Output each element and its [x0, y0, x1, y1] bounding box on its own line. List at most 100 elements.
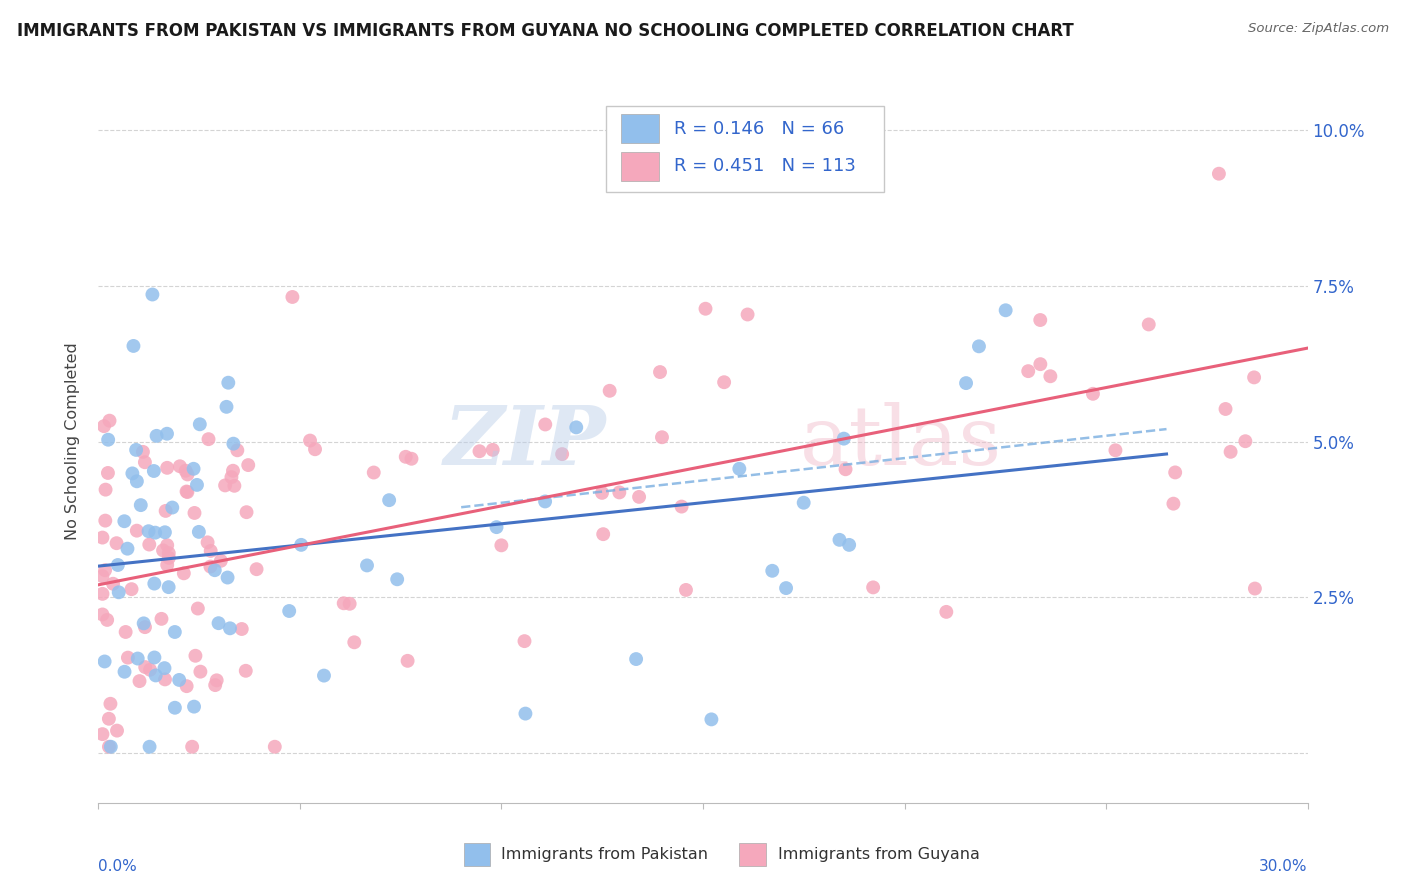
Point: [468, 444, 491, 458]
Point: [152, 543, 174, 558]
Point: [235, 664, 257, 678]
Text: 0.0%: 0.0%: [98, 859, 138, 874]
Point: [197, 535, 219, 549]
Text: R = 0.451   N = 113: R = 0.451 N = 113: [673, 157, 856, 175]
Point: [139, 663, 162, 677]
Point: [1017, 364, 1039, 378]
Point: [226, 443, 249, 458]
Point: [1208, 167, 1230, 181]
Point: [183, 506, 205, 520]
Point: [143, 650, 166, 665]
Point: [737, 308, 759, 322]
Point: [1039, 369, 1062, 384]
Point: [157, 546, 180, 560]
Point: [332, 596, 354, 610]
Point: [153, 525, 176, 540]
Point: [91, 727, 114, 741]
Point: [176, 679, 198, 693]
Point: [156, 558, 179, 572]
Point: [138, 537, 160, 551]
Point: [117, 650, 139, 665]
Point: [713, 375, 735, 389]
Point: [181, 739, 204, 754]
Point: [515, 706, 537, 721]
Point: [935, 605, 957, 619]
Point: [145, 429, 167, 443]
Point: [174, 464, 197, 478]
Point: [93, 655, 115, 669]
Point: [217, 376, 239, 390]
Point: [141, 287, 163, 301]
Point: [143, 525, 166, 540]
Point: [728, 462, 751, 476]
Point: [176, 484, 198, 499]
Text: Source: ZipAtlas.com: Source: ZipAtlas.com: [1249, 22, 1389, 36]
Point: [838, 538, 860, 552]
Point: [122, 339, 145, 353]
Point: [245, 562, 267, 576]
Point: [491, 538, 513, 552]
Point: [94, 563, 117, 577]
Point: [834, 462, 856, 476]
Point: [188, 417, 211, 432]
Point: [793, 496, 815, 510]
Point: [200, 559, 222, 574]
Point: [143, 576, 166, 591]
Point: [343, 635, 366, 649]
Point: [1219, 445, 1241, 459]
Point: [967, 339, 990, 353]
Text: 30.0%: 30.0%: [1260, 859, 1308, 874]
Point: [97, 433, 120, 447]
Point: [1243, 370, 1265, 384]
Point: [205, 673, 228, 688]
Point: [675, 582, 697, 597]
Point: [183, 462, 205, 476]
Point: [94, 483, 117, 497]
Point: [156, 426, 179, 441]
Point: [775, 581, 797, 595]
Point: [1137, 318, 1160, 332]
Point: [224, 479, 246, 493]
Point: [565, 420, 588, 434]
Point: [134, 455, 156, 469]
Point: [356, 558, 378, 573]
FancyBboxPatch shape: [621, 152, 659, 181]
Point: [117, 541, 139, 556]
Point: [219, 621, 242, 635]
Point: [107, 585, 129, 599]
Point: [91, 607, 114, 622]
Point: [125, 524, 148, 538]
Point: [214, 478, 236, 492]
Point: [401, 451, 423, 466]
Point: [551, 447, 574, 461]
Point: [207, 616, 229, 631]
Point: [1104, 443, 1126, 458]
Point: [114, 624, 136, 639]
Point: [222, 436, 245, 450]
Point: [862, 581, 884, 595]
Point: [363, 466, 385, 480]
Point: [204, 678, 226, 692]
Point: [1163, 497, 1185, 511]
Point: [98, 414, 121, 428]
Point: [304, 442, 326, 457]
Point: [955, 376, 977, 390]
Point: [190, 665, 212, 679]
Point: [238, 458, 260, 472]
Point: [832, 432, 855, 446]
Point: [312, 668, 335, 682]
Point: [125, 442, 148, 457]
FancyBboxPatch shape: [464, 843, 491, 866]
Point: [648, 365, 671, 379]
Point: [263, 739, 285, 754]
Point: [163, 700, 186, 714]
Point: [105, 723, 128, 738]
Point: [187, 524, 209, 539]
Point: [173, 566, 195, 581]
Point: [121, 582, 143, 596]
Point: [156, 460, 179, 475]
Point: [235, 505, 257, 519]
Point: [197, 432, 219, 446]
Point: [93, 419, 115, 434]
Text: Immigrants from Pakistan: Immigrants from Pakistan: [501, 847, 709, 863]
